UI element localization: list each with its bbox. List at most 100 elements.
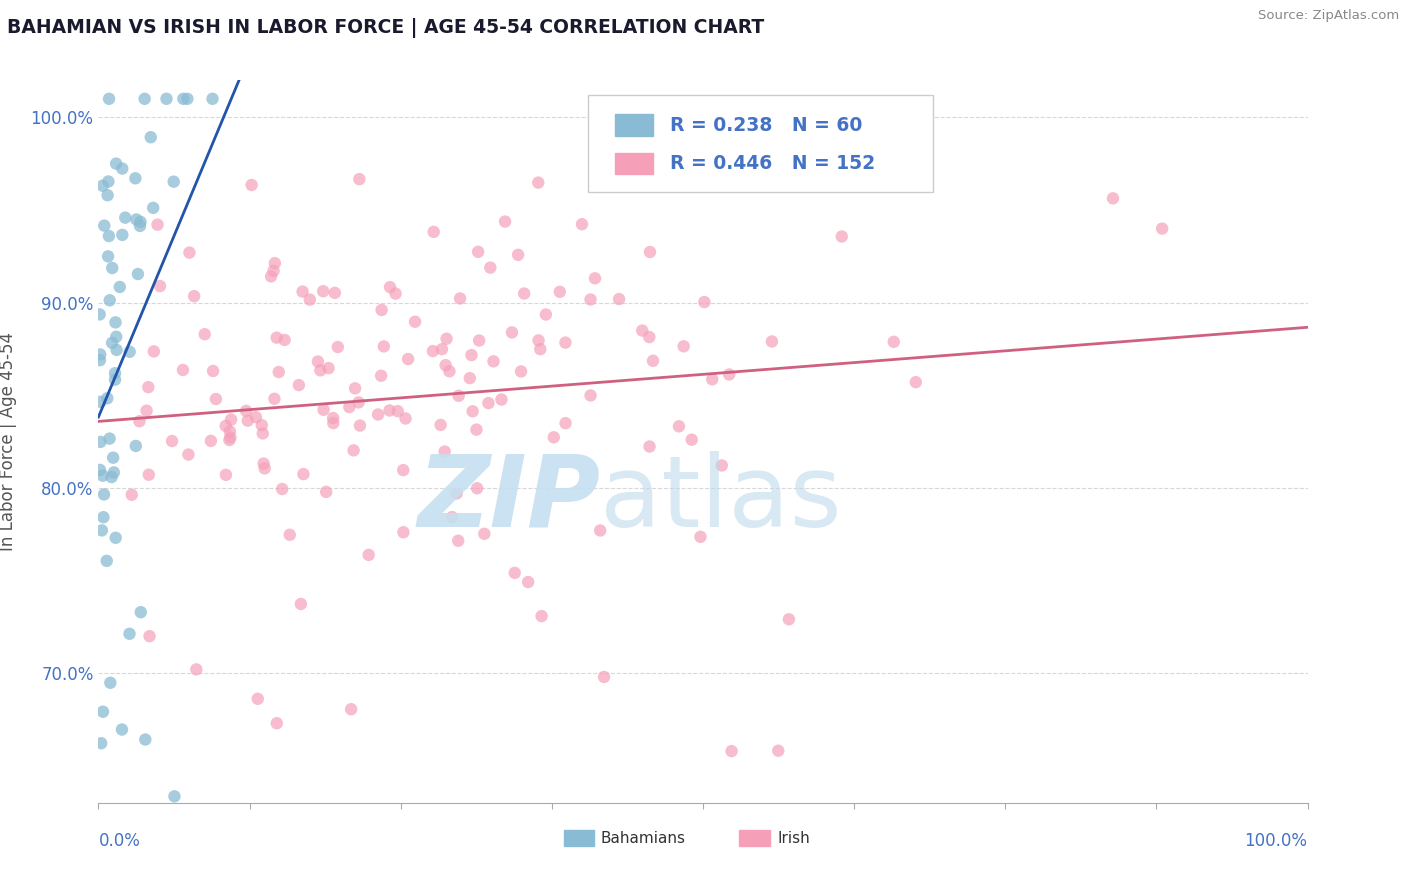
Point bbox=[89, 434, 111, 449]
Point bbox=[139, 130, 162, 145]
Point bbox=[146, 218, 169, 232]
Point bbox=[720, 744, 742, 758]
Point bbox=[641, 353, 664, 368]
Point bbox=[373, 339, 395, 353]
Point bbox=[246, 691, 269, 706]
Point bbox=[97, 229, 120, 244]
Point bbox=[142, 201, 165, 215]
Point bbox=[89, 347, 111, 361]
Point bbox=[672, 169, 695, 184]
Point bbox=[460, 348, 482, 362]
Point bbox=[501, 326, 523, 340]
Point bbox=[273, 333, 295, 347]
Point bbox=[114, 211, 136, 225]
Point bbox=[91, 178, 114, 193]
Point bbox=[394, 411, 416, 425]
Point bbox=[422, 225, 444, 239]
Point bbox=[638, 330, 661, 344]
Point bbox=[681, 433, 703, 447]
Point bbox=[513, 286, 536, 301]
Point bbox=[89, 463, 111, 477]
Point bbox=[326, 340, 349, 354]
Point bbox=[693, 295, 716, 310]
Point bbox=[468, 334, 491, 348]
Text: ZIP: ZIP bbox=[418, 450, 600, 548]
Point bbox=[134, 732, 156, 747]
Point bbox=[111, 161, 134, 176]
Point bbox=[441, 510, 464, 524]
Point bbox=[219, 425, 242, 439]
Point bbox=[127, 267, 149, 281]
Point bbox=[128, 414, 150, 428]
Point bbox=[97, 174, 120, 188]
Point bbox=[138, 629, 160, 643]
Point bbox=[96, 554, 118, 568]
Point bbox=[344, 381, 367, 395]
Point bbox=[183, 289, 205, 303]
Point bbox=[430, 342, 453, 356]
Point bbox=[240, 178, 263, 192]
Point bbox=[465, 423, 488, 437]
Point bbox=[205, 392, 228, 406]
Point bbox=[378, 280, 401, 294]
Point bbox=[89, 394, 111, 409]
Point bbox=[447, 533, 470, 548]
Point bbox=[98, 432, 121, 446]
Point bbox=[101, 450, 124, 465]
Point bbox=[312, 284, 335, 298]
Point bbox=[527, 334, 550, 348]
Point bbox=[215, 467, 238, 482]
Point bbox=[163, 789, 186, 804]
Point bbox=[98, 675, 121, 690]
Point bbox=[768, 744, 790, 758]
Point bbox=[491, 392, 513, 407]
Point bbox=[323, 285, 346, 300]
Point bbox=[349, 418, 371, 433]
Point bbox=[482, 354, 505, 368]
Point bbox=[672, 339, 695, 353]
Point bbox=[439, 364, 461, 378]
Point bbox=[349, 172, 371, 186]
Point bbox=[387, 404, 409, 418]
Point bbox=[250, 418, 273, 433]
Text: Irish: Irish bbox=[778, 830, 811, 846]
Point bbox=[100, 470, 122, 484]
Point bbox=[177, 448, 200, 462]
Point bbox=[702, 372, 724, 386]
Point bbox=[503, 566, 526, 580]
Point bbox=[638, 245, 661, 260]
Point bbox=[548, 285, 571, 299]
Point bbox=[219, 430, 242, 444]
Point bbox=[142, 344, 165, 359]
Point bbox=[125, 212, 148, 227]
Point bbox=[103, 466, 125, 480]
Point bbox=[290, 597, 312, 611]
Point bbox=[172, 363, 194, 377]
Point bbox=[93, 487, 115, 501]
Point bbox=[638, 440, 661, 454]
Point bbox=[121, 488, 143, 502]
Point bbox=[98, 293, 121, 308]
Point bbox=[447, 389, 470, 403]
Point bbox=[589, 524, 612, 538]
Point bbox=[343, 443, 366, 458]
Point bbox=[90, 524, 112, 538]
Point bbox=[236, 414, 259, 428]
Point bbox=[263, 256, 285, 270]
Point bbox=[378, 403, 401, 417]
Point bbox=[554, 335, 576, 350]
Point bbox=[89, 353, 111, 368]
Point bbox=[904, 375, 927, 389]
Point bbox=[149, 279, 172, 293]
Point bbox=[105, 343, 128, 357]
Point bbox=[263, 392, 285, 406]
Point bbox=[436, 332, 458, 346]
Text: atlas: atlas bbox=[600, 450, 842, 548]
Point bbox=[472, 526, 495, 541]
Point bbox=[429, 417, 451, 432]
Point bbox=[108, 280, 131, 294]
Point bbox=[1102, 191, 1125, 205]
Point bbox=[392, 525, 415, 540]
Point bbox=[315, 484, 337, 499]
Point bbox=[104, 531, 127, 545]
